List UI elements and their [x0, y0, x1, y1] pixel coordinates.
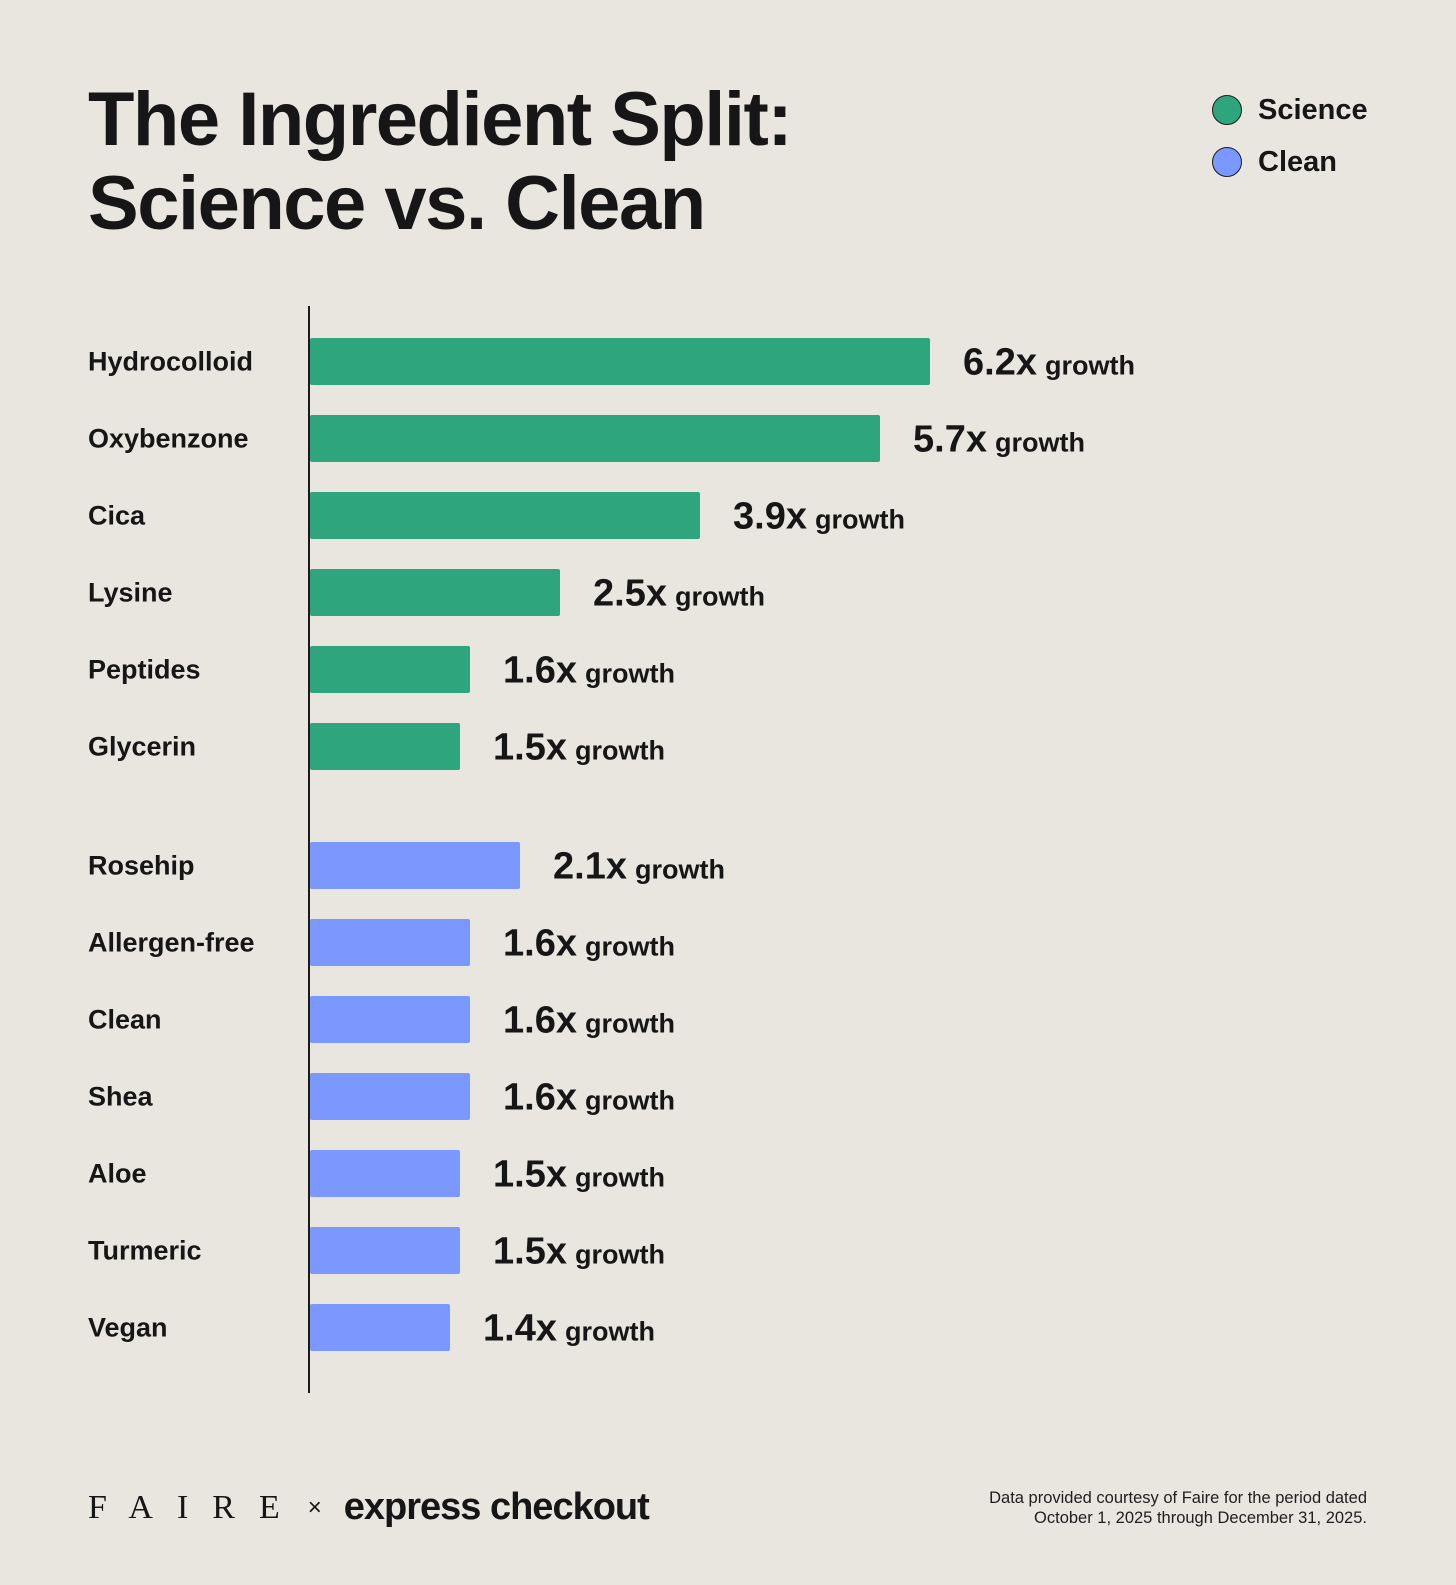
legend-label-clean: Clean	[1258, 145, 1337, 178]
data-source-note-line2: October 1, 2025 through December 31, 202…	[1034, 1509, 1367, 1527]
bar-science	[310, 569, 560, 616]
chart-subtitle: Science vs. Clean	[88, 161, 706, 246]
category-label: Rosehip	[88, 851, 195, 881]
category-label: Vegan	[88, 1313, 168, 1343]
value-label: 2.1x growth	[553, 846, 725, 888]
value-label: 1.4x growth	[483, 1308, 655, 1350]
category-label: Oxybenzone	[88, 424, 249, 454]
bar-science	[310, 723, 460, 770]
legend-label-science: Science	[1258, 93, 1368, 126]
data-source-note: Data provided courtesy of Faire for the …	[989, 1488, 1367, 1528]
value-label: 1.5x growth	[493, 1231, 665, 1273]
legend-swatch-clean	[1212, 147, 1242, 177]
bar-clean	[310, 1227, 460, 1274]
bar-science	[310, 415, 880, 462]
bar-science	[310, 492, 700, 539]
value-label: 1.6x growth	[503, 923, 675, 965]
category-label: Allergen-free	[88, 928, 255, 958]
data-source-note-line1: Data provided courtesy of Faire for the …	[989, 1489, 1367, 1507]
bar-clean	[310, 1304, 450, 1351]
category-label: Peptides	[88, 655, 201, 685]
bar-clean	[310, 842, 520, 889]
legend-swatch-science	[1212, 95, 1242, 125]
bar-science	[310, 646, 470, 693]
category-label: Aloe	[88, 1159, 147, 1189]
value-label: 5.7x growth	[913, 419, 1085, 461]
value-label: 1.5x growth	[493, 1154, 665, 1196]
faire-logo: FAIRE	[88, 1488, 304, 1526]
bar-science	[310, 338, 930, 385]
category-label: Turmeric	[88, 1236, 202, 1266]
value-label: 1.5x growth	[493, 727, 665, 769]
legend-item-clean: Clean	[1212, 136, 1368, 188]
chart-title: The Ingredient Split: Science vs. Clean	[88, 77, 793, 246]
category-label: Lysine	[88, 578, 173, 608]
bar-clean	[310, 996, 470, 1043]
bar-clean	[310, 1073, 470, 1120]
value-label: 3.9x growth	[733, 496, 905, 538]
legend-item-science: Science	[1212, 84, 1368, 136]
category-label: Glycerin	[88, 732, 196, 762]
value-label: 1.6x growth	[503, 1000, 675, 1042]
value-label: 1.6x growth	[503, 1077, 675, 1119]
category-label: Cica	[88, 501, 146, 531]
chart-title-line1: The Ingredient Split:	[88, 77, 793, 162]
value-label: 2.5x growth	[593, 573, 765, 615]
bar-clean	[310, 919, 470, 966]
brand-separator: ×	[307, 1493, 322, 1521]
bar-clean	[310, 1150, 460, 1197]
category-label: Hydrocolloid	[88, 347, 253, 377]
category-label: Shea	[88, 1082, 154, 1112]
express-checkout-logo: express checkout	[343, 1486, 650, 1528]
category-label: Clean	[88, 1005, 162, 1035]
chart-legend: Science Clean	[1212, 84, 1368, 188]
footer-brand: FAIRE × express checkout	[88, 1486, 650, 1529]
value-label: 1.6x growth	[503, 650, 675, 692]
value-label: 6.2x growth	[963, 342, 1135, 384]
